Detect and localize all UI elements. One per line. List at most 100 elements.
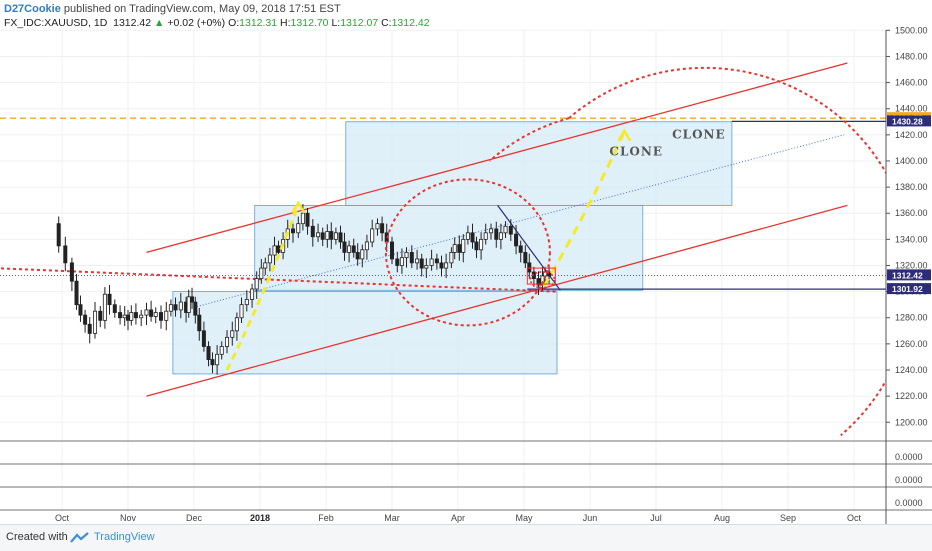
ticker-line: FX_IDC:XAUUSD, 1D 1312.42 ▲ +0.02 (+0%) … bbox=[4, 16, 430, 30]
candle-body bbox=[164, 310, 169, 321]
y-tick-label: 1440.00 bbox=[895, 104, 928, 114]
candle-body bbox=[320, 232, 325, 240]
y-tick-label: 1220.00 bbox=[895, 391, 928, 401]
candle-body bbox=[186, 296, 191, 313]
candle-body bbox=[149, 309, 154, 317]
candle-body bbox=[479, 238, 484, 251]
candle-body bbox=[234, 317, 239, 332]
candle-body bbox=[310, 225, 315, 238]
last-price: 1312.42 bbox=[113, 17, 152, 29]
channel-upper-line bbox=[146, 62, 848, 254]
candle-body bbox=[434, 258, 439, 264]
candle-body bbox=[78, 304, 83, 316]
candle-body bbox=[409, 252, 414, 264]
candle-body bbox=[158, 312, 163, 321]
footer-bar: Created with TradingView bbox=[0, 524, 932, 551]
candle-body bbox=[527, 262, 532, 273]
x-tick-label: Jun bbox=[583, 513, 598, 523]
y-tick-label: 1400.00 bbox=[895, 156, 928, 166]
y-tick-label: 1280.00 bbox=[895, 313, 928, 323]
candle-body bbox=[508, 225, 513, 235]
candle-body bbox=[122, 314, 127, 319]
candle-body bbox=[129, 312, 134, 321]
candle-body bbox=[87, 323, 92, 334]
candles bbox=[56, 204, 552, 375]
y-tick-label: 1240.00 bbox=[895, 365, 928, 375]
candle-body bbox=[267, 254, 272, 264]
tradingview-link[interactable]: TradingView bbox=[94, 531, 155, 543]
x-tick-label: Jul bbox=[650, 513, 662, 523]
y-tick-label: 1380.00 bbox=[895, 182, 928, 192]
projection-arrow-2 bbox=[542, 134, 625, 288]
candle-body bbox=[193, 301, 198, 316]
candle-body bbox=[439, 262, 444, 269]
x-tick-label: Oct bbox=[847, 513, 862, 523]
arrow-head-2-icon bbox=[617, 128, 632, 142]
trend-lines bbox=[0, 62, 886, 397]
candle-body bbox=[112, 304, 117, 313]
tiny-circle bbox=[529, 271, 556, 289]
consolidation-box bbox=[526, 267, 556, 285]
x-tick-label: Sep bbox=[780, 513, 796, 523]
y-tick-label: 1200.00 bbox=[895, 417, 928, 427]
candle-body bbox=[250, 288, 255, 300]
candle-body bbox=[102, 293, 107, 321]
candle-body bbox=[190, 296, 195, 303]
high-label: H: bbox=[280, 17, 291, 29]
candle-body bbox=[370, 228, 375, 243]
y-tick-label: 1480.00 bbox=[895, 51, 928, 61]
channel-lower-line bbox=[146, 204, 848, 397]
close-label: C: bbox=[381, 17, 392, 29]
candle-body bbox=[540, 275, 545, 286]
projection-arrow-1 bbox=[225, 204, 300, 371]
clone-box bbox=[345, 121, 733, 206]
candle-body bbox=[329, 231, 334, 240]
candle-body bbox=[415, 258, 420, 264]
x-tick-label: Feb bbox=[318, 513, 334, 523]
candle-body bbox=[325, 231, 330, 240]
high-value: 1312.70 bbox=[290, 17, 329, 29]
candle-body bbox=[107, 293, 112, 306]
y-tick-label: 1360.00 bbox=[895, 208, 928, 218]
candle-body bbox=[474, 241, 479, 251]
candle-body bbox=[514, 233, 519, 247]
y-tick-label: 1500.00 bbox=[895, 25, 928, 35]
price-tag bbox=[887, 269, 931, 281]
candle-body bbox=[457, 244, 462, 253]
change-value: +0.02 (+0%) bbox=[167, 17, 226, 29]
y-tick-label: 1260.00 bbox=[895, 339, 928, 349]
publish-header: D27Cookie published on TradingView.com, … bbox=[4, 2, 341, 17]
price-chart[interactable]: CLONE CLONE 1200.00 1220.00 1240.00 1260.00 1… bbox=[0, 0, 932, 524]
candle-body bbox=[63, 245, 68, 264]
author-name[interactable]: D27Cookie bbox=[4, 3, 61, 15]
candle-body bbox=[355, 252, 360, 260]
x-tick-label: 2018 bbox=[250, 513, 270, 523]
candle-body bbox=[56, 223, 61, 247]
candle-body bbox=[424, 265, 429, 269]
tradingview-logo-icon bbox=[70, 532, 89, 543]
candle-body bbox=[470, 232, 475, 243]
median-line bbox=[193, 134, 845, 308]
candle-body bbox=[449, 252, 454, 264]
candle-body bbox=[429, 258, 434, 266]
candle-body bbox=[244, 299, 249, 306]
y-tick-label: 1340.00 bbox=[895, 234, 928, 244]
price-tag-label: 1430.28 bbox=[892, 116, 923, 126]
candle-body bbox=[83, 314, 88, 325]
candle-body bbox=[389, 241, 394, 260]
created-with-label: Created with bbox=[6, 531, 68, 543]
candle-body bbox=[239, 304, 244, 319]
candle-body bbox=[98, 310, 103, 321]
candle-body bbox=[272, 245, 277, 256]
candle-body bbox=[224, 336, 229, 347]
large-arc-left bbox=[489, 117, 570, 162]
price-tag bbox=[887, 115, 931, 127]
pane-axis-label: 0.0000 bbox=[895, 498, 923, 508]
axes: 1200.001220.001240.001260.001280.001300.… bbox=[0, 25, 932, 524]
candle-body bbox=[276, 245, 281, 253]
x-tick-label: Dec bbox=[186, 513, 203, 523]
change-arrow-icon: ▲ bbox=[154, 17, 165, 29]
x-tick-label: May bbox=[515, 513, 533, 523]
candle-body bbox=[419, 258, 424, 269]
candle-body bbox=[465, 232, 470, 240]
